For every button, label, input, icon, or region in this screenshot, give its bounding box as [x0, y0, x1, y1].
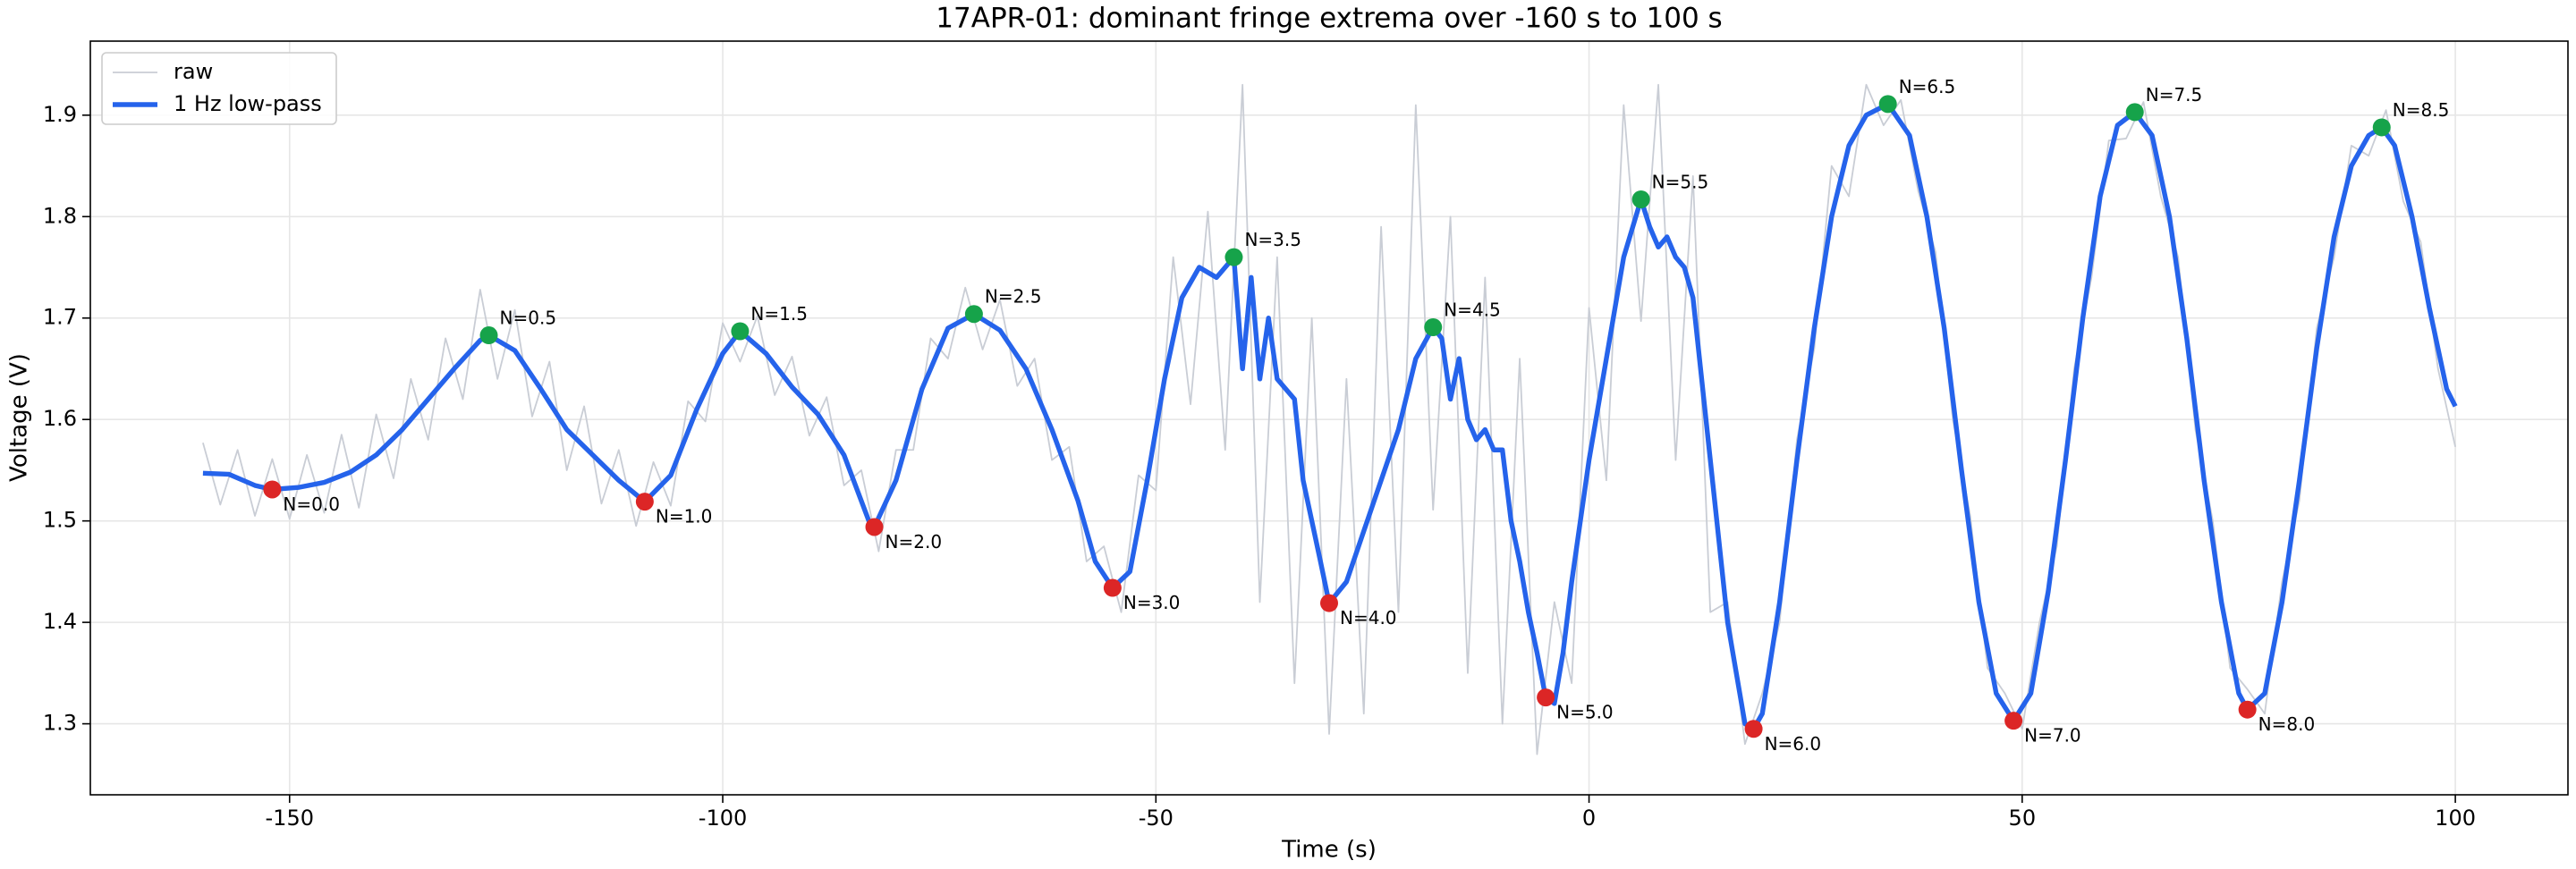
extremum-label: N=8.0: [2258, 713, 2316, 735]
x-tick-label: 100: [2435, 806, 2476, 831]
legend-box: [101, 52, 337, 125]
y-tick-label: 1.8: [43, 203, 77, 228]
extremum-label: N=1.0: [656, 506, 713, 527]
y-tick-label: 1.5: [43, 508, 77, 533]
extremum-label: N=6.0: [1765, 733, 1822, 755]
y-tick-label: 1.7: [43, 305, 77, 330]
y-tick-label: 1.3: [43, 711, 77, 736]
extremum-label: N=7.0: [2024, 725, 2081, 747]
extremum-marker: [964, 305, 983, 324]
extremum-marker: [635, 493, 654, 511]
extremum-marker: [1537, 688, 1555, 707]
extremum-label: N=8.5: [2393, 99, 2450, 121]
extremum-marker: [865, 518, 884, 536]
extremum-marker: [2004, 712, 2023, 730]
legend-label: raw: [174, 59, 213, 84]
x-tick-label: -100: [699, 806, 747, 831]
x-tick-label: -50: [1139, 806, 1174, 831]
extremum-marker: [2372, 118, 2391, 137]
x-tick-label: 0: [1582, 806, 1596, 831]
extremum-label: N=2.0: [886, 531, 943, 553]
extremum-marker: [479, 326, 498, 345]
y-tick-label: 1.6: [43, 406, 77, 431]
extremum-marker: [1878, 95, 1897, 114]
extremum-label: N=5.5: [1652, 171, 1709, 192]
extremum-label: N=6.5: [1899, 76, 1956, 97]
axes-frame: [89, 40, 2569, 796]
y-tick-label: 1.9: [43, 102, 77, 127]
extremum-label: N=3.5: [1244, 229, 1301, 250]
legend-label: 1 Hz low-pass: [174, 91, 322, 116]
extremum-marker: [1320, 594, 1338, 612]
extremum-marker: [1744, 720, 1763, 738]
extremum-marker: [1103, 578, 1122, 597]
extremum-marker: [2238, 700, 2257, 719]
chart-title: 17APR-01: dominant fringe extrema over -…: [936, 3, 1722, 35]
extremum-label: N=0.0: [283, 494, 340, 515]
extremum-label: N=3.0: [1123, 592, 1181, 613]
extremum-label: N=5.0: [1556, 702, 1614, 723]
x-tick-label: 50: [2009, 806, 2037, 831]
extremum-label: N=4.5: [1444, 299, 1501, 320]
extremum-label: N=4.0: [1340, 607, 1397, 629]
extremum-label: N=0.5: [500, 308, 557, 329]
extremum-marker: [1631, 190, 1650, 208]
y-axis-label: Voltage (V): [6, 353, 33, 482]
x-tick-label: -150: [266, 806, 314, 831]
extremum-marker: [1424, 317, 1443, 336]
extremum-label: N=7.5: [2146, 84, 2203, 105]
y-tick-label: 1.4: [43, 609, 77, 634]
extremum-label: N=1.5: [750, 303, 808, 325]
extremum-marker: [2125, 103, 2144, 122]
extremum-marker: [263, 480, 282, 499]
x-axis-label: Time (s): [1281, 837, 1377, 864]
extremum-marker: [1224, 248, 1243, 266]
extremum-label: N=2.5: [985, 286, 1042, 308]
extremum-marker: [731, 322, 750, 341]
